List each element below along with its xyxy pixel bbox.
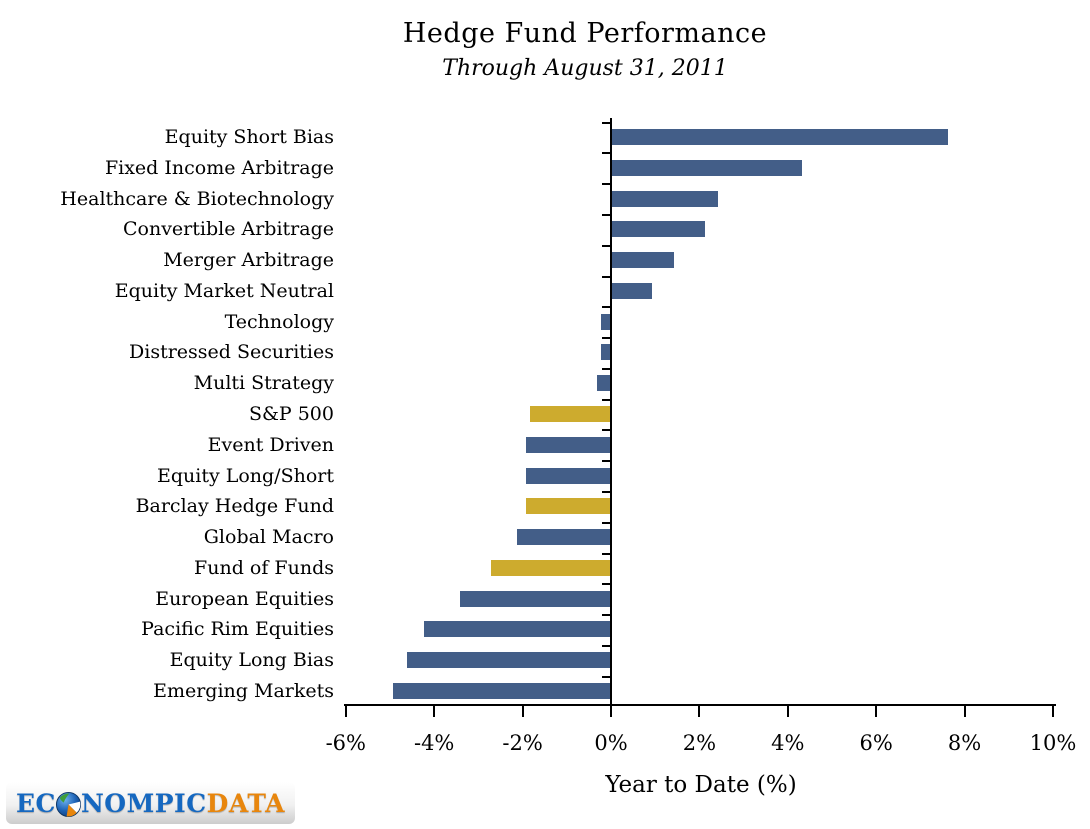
x-axis-tick bbox=[344, 704, 347, 717]
x-axis-tick bbox=[610, 704, 612, 717]
category-axis-tick bbox=[602, 675, 610, 678]
category-label: European Equities bbox=[155, 587, 334, 610]
bar bbox=[612, 190, 719, 207]
x-axis-tick bbox=[433, 704, 436, 717]
category-axis-tick bbox=[602, 121, 610, 124]
x-axis-tick bbox=[698, 704, 701, 717]
econompic-logo: EC NOMPIC DATA bbox=[6, 782, 295, 824]
category-label: Equity Long/Short bbox=[156, 464, 334, 487]
category-axis-tick bbox=[602, 398, 610, 401]
category-axis-tick bbox=[602, 337, 610, 340]
bar bbox=[526, 467, 610, 484]
bar bbox=[601, 344, 610, 361]
x-tick-label: -6% bbox=[325, 731, 366, 755]
logo-text-nompic: NOMPIC bbox=[80, 788, 207, 818]
category-label: Equity Long Bias bbox=[169, 649, 334, 672]
bar bbox=[612, 282, 652, 299]
category-axis-tick bbox=[602, 521, 610, 524]
bar bbox=[612, 159, 803, 176]
logo-text-ec: EC bbox=[16, 788, 56, 818]
category-axis-tick bbox=[602, 213, 610, 216]
category-axis-tick bbox=[602, 429, 610, 432]
bar bbox=[424, 621, 610, 638]
category-label: Distressed Securities bbox=[129, 341, 334, 364]
x-axis-tick bbox=[786, 704, 789, 717]
bar bbox=[612, 221, 705, 238]
category-label: Event Driven bbox=[207, 433, 334, 456]
bar bbox=[596, 375, 610, 392]
category-label: Healthcare & Biotechnology bbox=[60, 187, 334, 210]
x-tick-label: 4% bbox=[771, 731, 805, 755]
chart-subtitle: Through August 31, 2011 bbox=[442, 56, 728, 81]
bar bbox=[526, 436, 610, 453]
bar bbox=[612, 129, 948, 145]
x-tick-label: -2% bbox=[502, 731, 543, 755]
category-axis-tick bbox=[602, 490, 610, 493]
category-axis-tick bbox=[602, 460, 610, 463]
x-tick-label: 8% bbox=[947, 731, 982, 755]
category-label: Global Macro bbox=[203, 526, 334, 549]
bar bbox=[459, 590, 610, 607]
category-axis-tick bbox=[602, 275, 610, 278]
category-axis-tick bbox=[602, 367, 610, 370]
x-axis-tick bbox=[521, 704, 524, 717]
category-axis-tick bbox=[602, 614, 610, 617]
x-axis-tick bbox=[1052, 704, 1054, 717]
x-axis-title: Year to Date (%) bbox=[605, 772, 797, 798]
bar bbox=[530, 406, 610, 423]
category-label: Convertible Arbitrage bbox=[122, 218, 334, 241]
category-label: Equity Short Bias bbox=[164, 126, 334, 148]
x-axis-tick bbox=[963, 704, 966, 717]
category-label: Emerging Markets bbox=[153, 680, 334, 703]
category-label: Fixed Income Arbitrage bbox=[104, 156, 334, 179]
category-label: Pacific Rim Equities bbox=[141, 618, 334, 641]
bar bbox=[517, 529, 610, 546]
category-axis-tick bbox=[602, 583, 610, 586]
category-axis-tick bbox=[602, 183, 610, 186]
zero-axis-line bbox=[610, 118, 612, 706]
category-axis-tick bbox=[602, 644, 610, 647]
bar bbox=[393, 683, 610, 700]
globe-pie-icon bbox=[55, 791, 81, 817]
category-axis-tick bbox=[602, 152, 610, 155]
x-tick-label: -4% bbox=[413, 731, 455, 755]
bar bbox=[526, 498, 610, 515]
category-label: S&P 500 bbox=[248, 403, 334, 426]
logo-text-data: DATA bbox=[206, 788, 285, 818]
category-axis-tick bbox=[602, 552, 610, 555]
chart-title: Hedge Fund Performance bbox=[402, 18, 768, 49]
x-tick-label: 0% bbox=[594, 731, 628, 755]
x-tick-label: 2% bbox=[682, 731, 717, 755]
x-tick-label: 6% bbox=[859, 731, 893, 755]
category-label: Barclay Hedge Fund bbox=[135, 495, 334, 518]
category-label: Fund of Funds bbox=[194, 556, 334, 579]
bar bbox=[612, 252, 674, 269]
category-axis-tick bbox=[602, 306, 610, 309]
bar bbox=[490, 559, 610, 576]
x-axis-tick bbox=[875, 704, 878, 717]
category-label: Equity Market Neutral bbox=[114, 279, 334, 302]
category-label: Technology bbox=[224, 310, 334, 333]
category-label: Merger Arbitrage bbox=[163, 249, 334, 272]
x-tick-label: 10% bbox=[1029, 731, 1077, 755]
bar bbox=[601, 313, 610, 330]
bar bbox=[406, 652, 610, 669]
category-label: Multi Strategy bbox=[193, 372, 334, 395]
category-axis-tick bbox=[602, 244, 610, 247]
